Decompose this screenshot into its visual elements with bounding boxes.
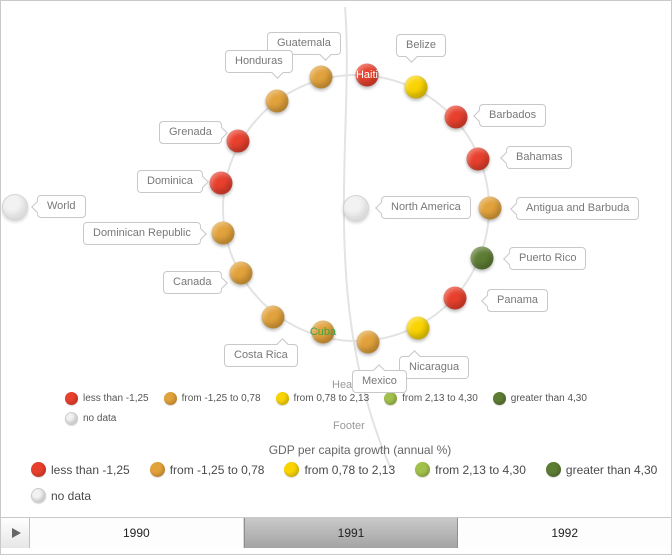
timeline-year-1991[interactable]: 1991 [243, 518, 459, 548]
legend-swatch-from-2-13-to-4-30 [415, 462, 431, 477]
node-bahamas[interactable] [466, 147, 490, 171]
label-dominican-republic[interactable]: Dominican Republic [83, 222, 201, 245]
main-legend: less than -1,25 from -1,25 to 0,78 from 0,… [31, 462, 657, 503]
inner-chart-footer: Footer [333, 420, 365, 432]
label-dominica[interactable]: Dominica [137, 170, 203, 193]
legend-label: greater than 4,30 [565, 462, 658, 477]
label-bahamas[interactable]: Bahamas [506, 146, 573, 169]
node-cuba[interactable] [311, 320, 335, 344]
node-dominica[interactable] [209, 171, 233, 195]
legend-item-less-than-1-25[interactable]: less than -1,25 [65, 392, 149, 405]
main-legend-nodata-row: no data [31, 488, 657, 503]
timeline: 1990 1991 1992 [1, 517, 671, 548]
node-grenada[interactable] [226, 129, 250, 153]
legend-item-from-2-13-to-4-30[interactable]: from 2,13 to 4,30 [415, 462, 526, 477]
label-panama[interactable]: Panama [487, 289, 548, 312]
timeline-year-1990[interactable]: 1990 [30, 518, 244, 548]
legend-item-greater-than-4-30[interactable]: greater than 4,30 [545, 462, 658, 477]
legend-swatch-no-data [31, 488, 46, 503]
legend-item-from-1-25-to-0-78[interactable]: from -1,25 to 0,78 [163, 392, 261, 405]
node-belize[interactable] [404, 75, 428, 99]
timeline-cells: 1990 1991 1992 [30, 518, 671, 548]
label-antigua-and-barbuda[interactable]: Antigua and Barbuda [516, 197, 640, 220]
legend-label: from 0,78 to 2,13 [304, 462, 396, 477]
legend-swatch-from-1-25-to-0-78 [163, 392, 177, 405]
legend-item-from-2-13-to-4-30[interactable]: from 2,13 to 4,30 [384, 392, 478, 405]
legend-swatch-from-0-78-to-2-13 [275, 392, 289, 405]
legend-item-no-data[interactable]: no data [31, 488, 91, 503]
node-world[interactable] [2, 194, 28, 220]
main-legend-row: less than -1,25 from -1,25 to 0,78 from 0,… [31, 462, 657, 477]
inner-legend: less than -1,25 from -1,25 to 0,78 from 0,… [65, 392, 587, 425]
label-north-america[interactable]: North America [381, 196, 471, 219]
legend-swatch-greater-than-4-30 [545, 462, 561, 477]
label-costa-rica[interactable]: Costa Rica [224, 344, 298, 367]
legend-item-from-1-25-to-0-78[interactable]: from -1,25 to 0,78 [149, 462, 265, 477]
label-world[interactable]: World [37, 195, 86, 218]
legend-item-from-0-78-to-2-13[interactable]: from 0,78 to 2,13 [275, 392, 370, 405]
legend-label: less than -1,25 [83, 393, 149, 404]
chart-title: GDP per capita growth (annual %) [268, 443, 452, 457]
label-cuba: Cuba [309, 326, 337, 338]
label-barbados[interactable]: Barbados [479, 104, 547, 127]
node-mexico[interactable] [356, 330, 380, 354]
node-antigua-and-barbuda[interactable] [478, 196, 502, 220]
legend-item-from-0-78-to-2-13[interactable]: from 0,78 to 2,13 [284, 462, 395, 477]
node-panama[interactable] [443, 286, 467, 310]
legend-swatch-from-1-25-to-0-78 [149, 462, 165, 477]
legend-item-less-than-1-25[interactable]: less than -1,25 [31, 462, 130, 477]
legend-label: no data [83, 413, 117, 424]
play-icon [12, 528, 21, 538]
timeline-year-1992[interactable]: 1992 [458, 518, 671, 548]
label-nicaragua[interactable]: Nicaragua [399, 356, 470, 379]
inner-legend-row: less than -1,25 from -1,25 to 0,78 from 0,… [65, 392, 587, 405]
label-puerto-rico[interactable]: Puerto Rico [509, 247, 587, 270]
inner-legend-nodata-row: no data [65, 412, 587, 425]
legend-label: no data [51, 488, 92, 503]
label-mexico[interactable]: Mexico [352, 370, 407, 393]
legend-label: less than -1,25 [51, 462, 130, 477]
legend-label: from -1,25 to 0,78 [181, 393, 261, 404]
legend-item-no-data[interactable]: no data [65, 412, 116, 425]
node-haiti[interactable] [355, 63, 379, 87]
label-honduras[interactable]: Honduras [225, 50, 293, 73]
legend-label: from 2,13 to 4,30 [402, 393, 478, 404]
legend-swatch-from-2-13-to-4-30 [384, 392, 398, 405]
node-guatemala[interactable] [309, 65, 333, 89]
play-button[interactable] [1, 518, 30, 548]
node-dominican-republic[interactable] [211, 221, 235, 245]
node-honduras[interactable] [265, 89, 289, 113]
node-canada[interactable] [229, 261, 253, 285]
label-grenada[interactable]: Grenada [159, 121, 222, 144]
label-haiti: Haiti [355, 69, 379, 81]
legend-label: from 0,78 to 2,13 [293, 393, 370, 404]
legend-label: from 2,13 to 4,30 [435, 462, 526, 477]
edge-curve [342, 6, 392, 470]
legend-swatch-greater-than-4-30 [492, 392, 506, 405]
node-barbados[interactable] [444, 105, 468, 129]
label-canada[interactable]: Canada [163, 271, 222, 294]
node-puerto-rico[interactable] [470, 246, 494, 270]
legend-item-greater-than-4-30[interactable]: greater than 4,30 [492, 392, 587, 405]
node-nicaragua[interactable] [406, 316, 430, 340]
label-belize[interactable]: Belize [396, 34, 446, 57]
legend-swatch-less-than-1-25 [65, 392, 78, 405]
legend-swatch-less-than-1-25 [31, 462, 46, 477]
legend-swatch-no-data [65, 412, 78, 425]
legend-swatch-from-0-78-to-2-13 [284, 462, 300, 477]
legend-label: greater than 4,30 [510, 393, 587, 404]
node-costa-rica[interactable] [261, 305, 285, 329]
node-north-america[interactable] [343, 195, 369, 221]
legend-label: from -1,25 to 0,78 [169, 462, 265, 477]
